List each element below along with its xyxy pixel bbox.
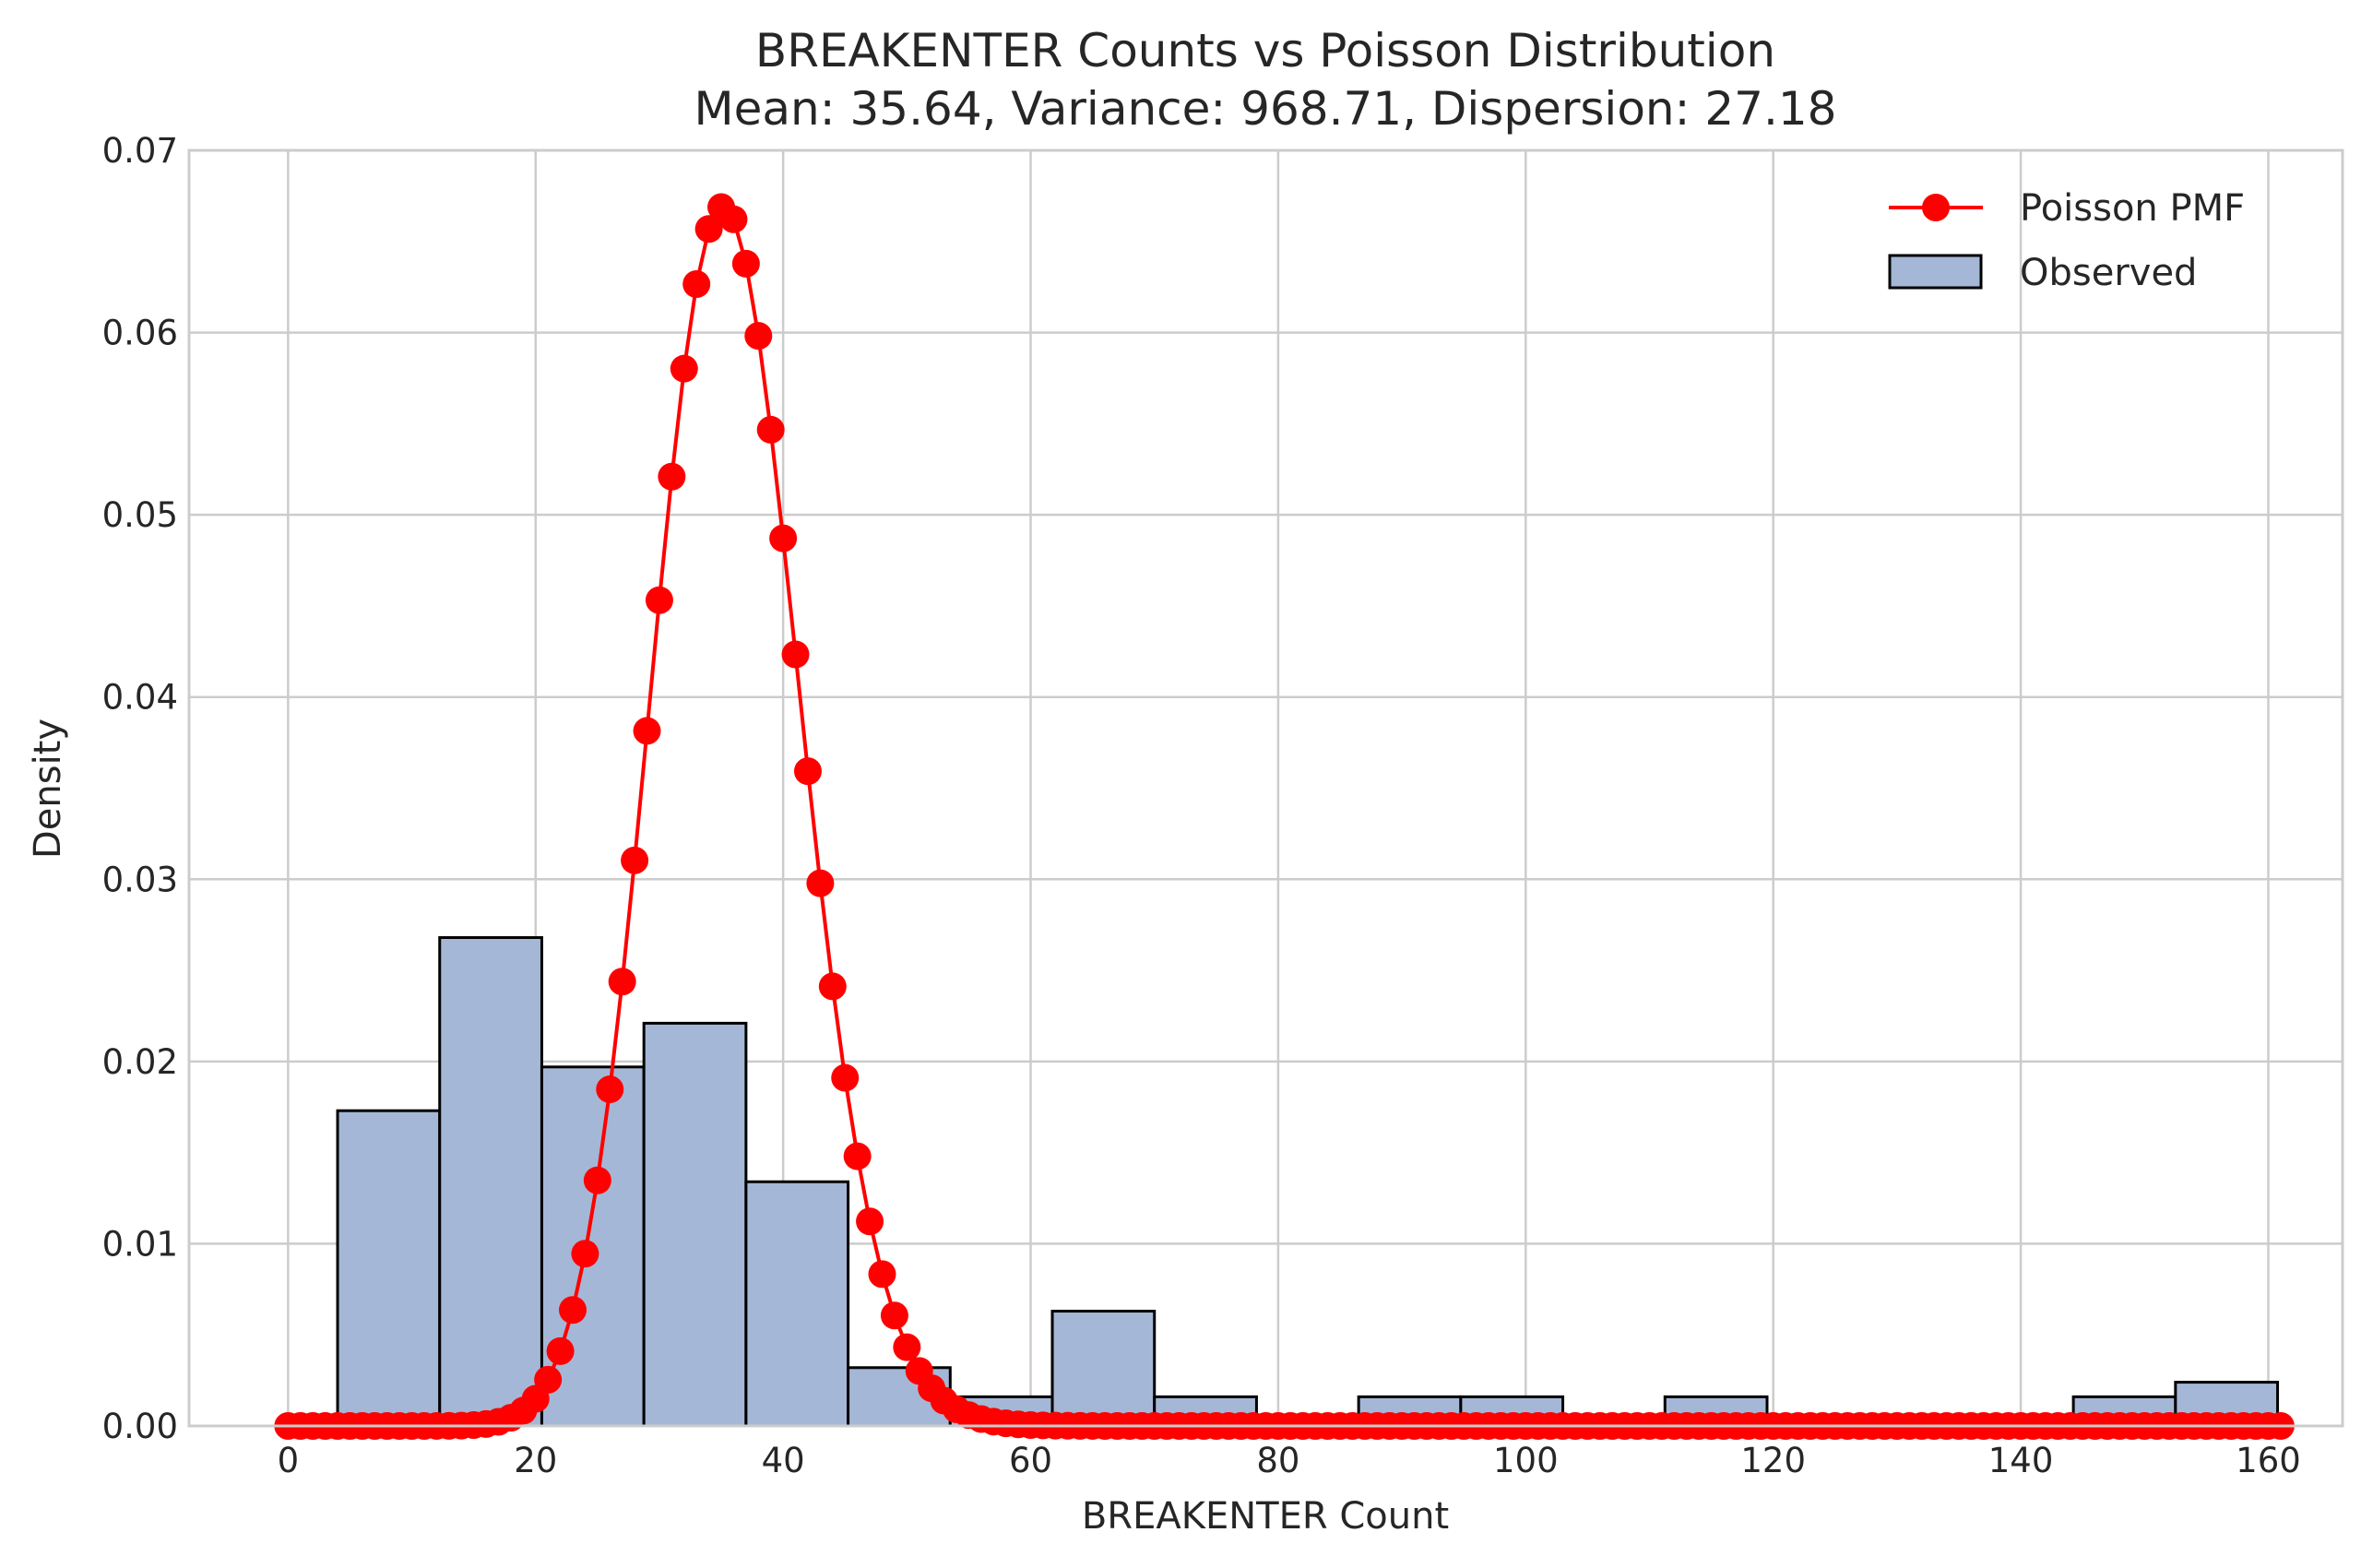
poisson-pmf-point (633, 717, 661, 745)
poisson-pmf-point (831, 1063, 860, 1092)
y-axis-label: Density (27, 719, 69, 859)
poisson-pmf-point (645, 586, 673, 614)
legend-bar-swatch (1888, 254, 1983, 290)
x-tick-label: 140 (1988, 1441, 2054, 1480)
chart-subtitle: Mean: 35.64, Variance: 968.71, Dispersio… (694, 82, 1837, 136)
poisson-pmf-point (621, 846, 649, 874)
poisson-pmf-point (843, 1142, 872, 1170)
x-axis-label: BREAKENTER Count (1082, 1495, 1449, 1538)
y-tick-label: 0.01 (102, 1224, 178, 1264)
poisson-pmf-point (534, 1365, 563, 1394)
poisson-pmf-point (583, 1166, 611, 1194)
poisson-pmf-point (818, 972, 847, 1001)
chart-title: BREAKENTER Counts vs Poisson Distributio… (755, 24, 1775, 77)
plot-frame (187, 148, 2344, 1428)
histogram-bar (1050, 1310, 1157, 1428)
legend-label-observed: Observed (2020, 252, 2197, 294)
y-tick-label: 0.06 (102, 314, 178, 353)
y-tick-label: 0.05 (102, 495, 178, 535)
poisson-pmf-point (596, 1075, 624, 1104)
x-tick-label: 160 (2236, 1441, 2301, 1480)
poisson-pmf-point (682, 269, 711, 298)
x-tick-label: 20 (514, 1441, 557, 1480)
y-tick-label: 0.00 (102, 1407, 178, 1446)
poisson-pmf-point (856, 1207, 884, 1236)
poisson-pmf-point (731, 249, 760, 278)
y-tick-label: 0.02 (102, 1042, 178, 1082)
legend: Poisson PMF Observed (1888, 187, 2245, 294)
histogram-bar (438, 936, 543, 1428)
poisson-pmf-point (670, 354, 698, 383)
poisson-pmf-point (793, 757, 822, 786)
legend-label-poisson: Poisson PMF (2020, 187, 2245, 230)
poisson-pmf-point (756, 415, 785, 444)
x-tick-label: 0 (278, 1441, 300, 1480)
poisson-pmf-point (694, 215, 723, 244)
poisson-pmf-series (274, 193, 2295, 1440)
poisson-pmf-point (769, 524, 798, 552)
y-tick-label: 0.07 (102, 131, 178, 171)
histogram-bar (744, 1180, 850, 1428)
poisson-pmf-point (744, 322, 773, 350)
x-tick-label: 60 (1009, 1441, 1052, 1480)
histogram-bar (336, 1109, 442, 1428)
poisson-pmf-point (658, 462, 686, 491)
x-tick-label: 100 (1493, 1441, 1559, 1480)
histogram-bar (642, 1021, 748, 1428)
poisson-pmf-point (781, 640, 810, 669)
poisson-pmf-point (571, 1240, 599, 1268)
poisson-pmf-point (806, 869, 835, 897)
x-tick-labels: 0 20 40 60 80 100 120 140 160 (278, 1441, 2301, 1480)
histogram-bars (336, 936, 2280, 1428)
poisson-pmf-point (546, 1336, 575, 1365)
poisson-pmf-point (868, 1260, 896, 1289)
legend-marker-swatch (1922, 194, 1950, 221)
poisson-pmf-point (559, 1296, 587, 1324)
x-tick-label: 120 (1740, 1441, 1806, 1480)
poisson-pmf-point (880, 1301, 908, 1330)
poisson-pmf-point (893, 1333, 921, 1361)
y-tick-label: 0.03 (102, 860, 178, 899)
poisson-pmf-point (608, 968, 636, 996)
y-tick-label: 0.04 (102, 678, 178, 718)
y-tick-labels: 0.00 0.01 0.02 0.03 0.04 0.05 0.06 0.07 (102, 131, 178, 1446)
x-tick-label: 80 (1256, 1441, 1299, 1480)
x-tick-label: 40 (762, 1441, 805, 1480)
poisson-pmf-point (719, 205, 748, 233)
